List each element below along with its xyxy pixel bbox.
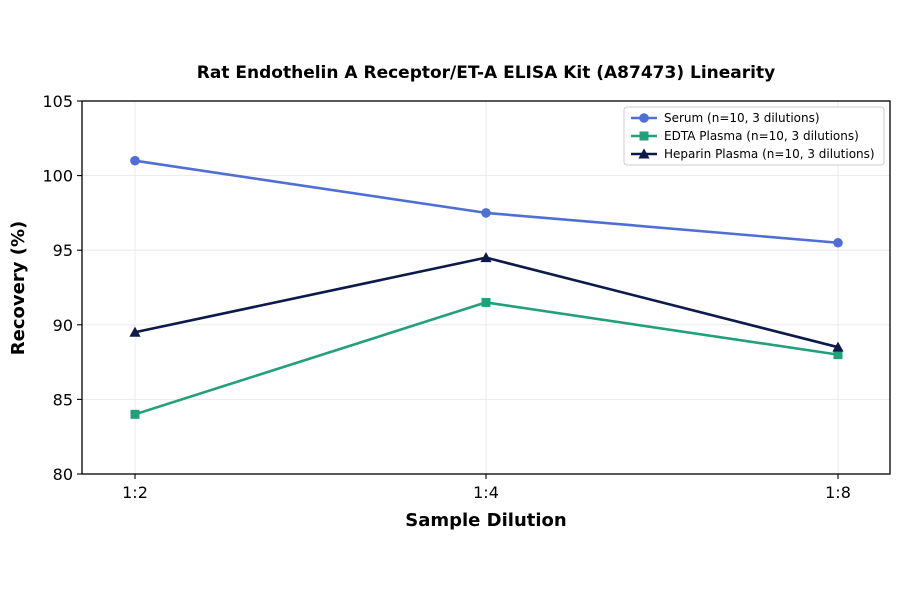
data-point — [833, 237, 843, 248]
y-axis-label: Recovery (%) — [8, 221, 29, 355]
series-group — [129, 155, 844, 419]
legend-marker — [639, 131, 649, 141]
x-axis-label: Sample Dilution — [405, 510, 566, 531]
series-triangle — [129, 252, 844, 352]
chart-title: Rat Endothelin A Receptor/ET-A ELISA Kit… — [197, 63, 775, 83]
data-point — [481, 297, 491, 307]
legend-item: EDTA Plasma (n=10, 3 dilutions) — [631, 129, 859, 143]
data-point — [130, 409, 140, 419]
legend-marker — [639, 113, 649, 123]
x-tick-label: 1:2 — [122, 483, 148, 502]
legend-marker — [638, 148, 650, 159]
x-tick-label: 1:4 — [473, 483, 499, 502]
y-tick-label: 90 — [53, 316, 73, 335]
legend-box — [623, 106, 885, 166]
x-tick-label: 1:8 — [825, 483, 851, 502]
data-point — [481, 208, 491, 218]
data-point — [833, 350, 843, 360]
data-point — [480, 252, 492, 263]
axis-ticks: 80 85 90 95 100 105 1:2 1:4 1:8 — [42, 92, 850, 502]
data-point — [130, 155, 140, 166]
legend-item: Serum (n=10, 3 dilutions) — [631, 111, 820, 125]
data-point — [129, 326, 141, 337]
y-tick-label: 100 — [42, 167, 73, 186]
legend-label: Serum (n=10, 3 dilutions) — [664, 111, 820, 125]
legend-item: Heparin Plasma (n=10, 3 dilutions) — [631, 147, 875, 161]
data-point — [832, 341, 844, 352]
legend: Serum (n=10, 3 dilutions) EDTA Plasma (n=… — [623, 106, 885, 166]
series-line — [134, 159, 839, 245]
y-tick-label: 95 — [53, 241, 73, 260]
legend-label: Heparin Plasma (n=10, 3 dilutions) — [664, 147, 875, 161]
y-tick-label: 105 — [42, 92, 73, 111]
y-tick-label: 85 — [53, 390, 73, 409]
y-tick-label: 80 — [53, 465, 73, 484]
series-circle — [130, 155, 843, 248]
legend-label: EDTA Plasma (n=10, 3 dilutions) — [664, 129, 859, 143]
series-square — [130, 297, 843, 419]
